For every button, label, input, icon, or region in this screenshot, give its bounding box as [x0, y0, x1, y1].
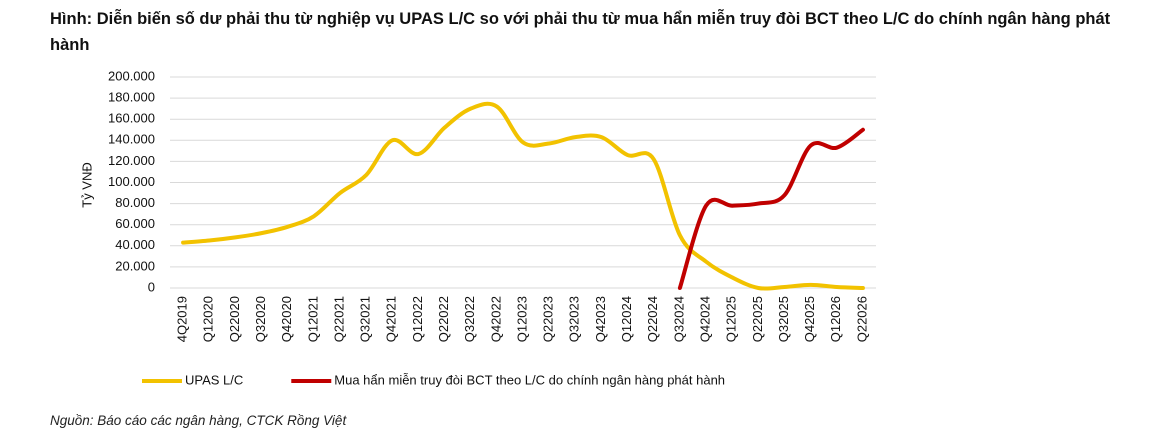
x-tick-label: Q12020 [201, 296, 216, 342]
y-axis-label: Tỷ VNĐ [79, 162, 94, 208]
source-note: Nguồn: Báo cáo các ngân hàng, CTCK Rồng … [50, 413, 347, 428]
y-tick-label: 120.000 [108, 153, 155, 168]
x-tick-label: Q22025 [750, 296, 765, 342]
x-tick-label: Q42023 [593, 296, 608, 342]
x-tick-label: Q42021 [384, 296, 399, 342]
x-tick-label: Q12024 [619, 296, 634, 342]
x-tick-label: Q12023 [514, 296, 529, 342]
y-tick-label: 200.000 [108, 68, 155, 83]
x-tick-label: Q22020 [227, 296, 242, 342]
y-tick-label: 180.000 [108, 90, 155, 105]
x-tick-label: Q22021 [331, 296, 346, 342]
legend-label: Mua hẩn miễn truy đòi BCT theo L/C do ch… [334, 372, 725, 387]
x-tick-label: Q12022 [410, 296, 425, 342]
legend-label: UPAS L/C [185, 372, 243, 387]
x-tick-label: Q22024 [645, 296, 660, 342]
x-tick-label: Q32023 [567, 296, 582, 342]
line-series [677, 127, 865, 290]
x-tick-label: Q32025 [776, 296, 791, 342]
x-tick-label: Q22023 [541, 296, 556, 342]
y-tick-label: 80.000 [115, 195, 155, 210]
x-tick-label: 4Q2019 [175, 296, 190, 342]
y-tick-label: 0 [148, 279, 155, 294]
x-tick-label: Q12021 [305, 296, 320, 342]
x-tick-label: Q42020 [279, 296, 294, 342]
chart-title: Hình: Diễn biến số dư phải thu từ nghiệp… [50, 10, 1111, 54]
x-tick-label: Q42025 [802, 296, 817, 342]
y-tick-label: 100.000 [108, 174, 155, 189]
x-tick-label: Q42024 [697, 296, 712, 342]
x-tick-label: Q12026 [828, 296, 843, 342]
x-tick-label: Q32022 [462, 296, 477, 342]
x-tick-label: Q32021 [358, 296, 373, 342]
y-tick-label: 160.000 [108, 111, 155, 126]
x-tick-label: Q42022 [488, 296, 503, 342]
x-tick-label: Q22022 [436, 296, 451, 342]
y-tick-label: 20.000 [115, 258, 155, 273]
x-tick-label: Q22026 [854, 296, 869, 342]
x-tick-label: Q32024 [671, 296, 686, 342]
chart: Tỷ VNĐ 0 20.000 40.000 60.000 80.000 100.000 1… [79, 68, 876, 387]
line-series [181, 101, 865, 291]
x-tick-label: Q32020 [253, 296, 268, 342]
y-tick-label: 40.000 [115, 237, 155, 252]
x-tick-label: Q12025 [724, 296, 739, 342]
y-tick-label: 140.000 [108, 132, 155, 147]
y-tick-label: 60.000 [115, 216, 155, 231]
